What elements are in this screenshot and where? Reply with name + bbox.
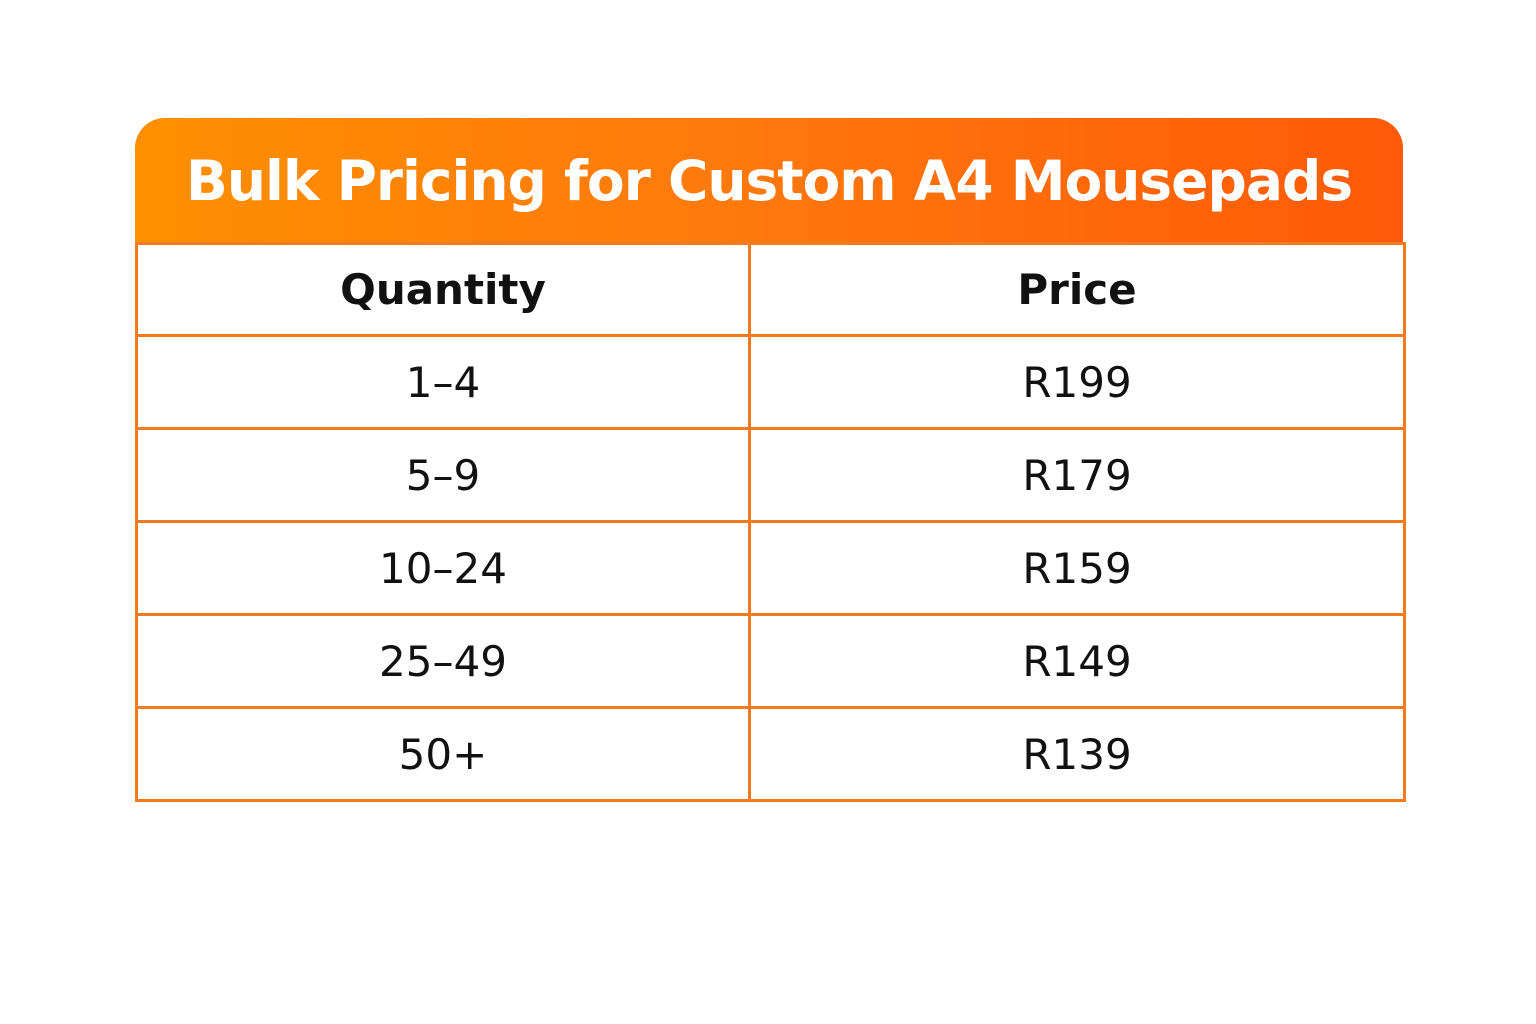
price-cell: R139	[748, 706, 1406, 802]
card-header: Bulk Pricing for Custom A4 Mousepads	[135, 118, 1403, 242]
quantity-cell: 5–9	[135, 427, 751, 523]
column-header-price: Price	[748, 242, 1406, 337]
table-row: 5–9 R179	[135, 427, 1406, 523]
price-cell: R159	[748, 520, 1406, 616]
price-cell: R199	[748, 334, 1406, 430]
price-cell: R149	[748, 613, 1406, 709]
pricing-table: Quantity Price 1–4 R199 5–9 R179 10–24 R…	[135, 242, 1406, 802]
table-row: 10–24 R159	[135, 520, 1406, 616]
quantity-cell: 1–4	[135, 334, 751, 430]
table-row: 1–4 R199	[135, 334, 1406, 430]
quantity-cell: 10–24	[135, 520, 751, 616]
pricing-card: Bulk Pricing for Custom A4 Mousepads Qua…	[135, 118, 1406, 802]
page-title: Bulk Pricing for Custom A4 Mousepads	[185, 149, 1353, 213]
table-row: 50+ R139	[135, 706, 1406, 802]
quantity-cell: 25–49	[135, 613, 751, 709]
table-header-row: Quantity Price	[135, 242, 1406, 337]
price-cell: R179	[748, 427, 1406, 523]
table-row: 25–49 R149	[135, 613, 1406, 709]
quantity-cell: 50+	[135, 706, 751, 802]
column-header-quantity: Quantity	[135, 242, 751, 337]
